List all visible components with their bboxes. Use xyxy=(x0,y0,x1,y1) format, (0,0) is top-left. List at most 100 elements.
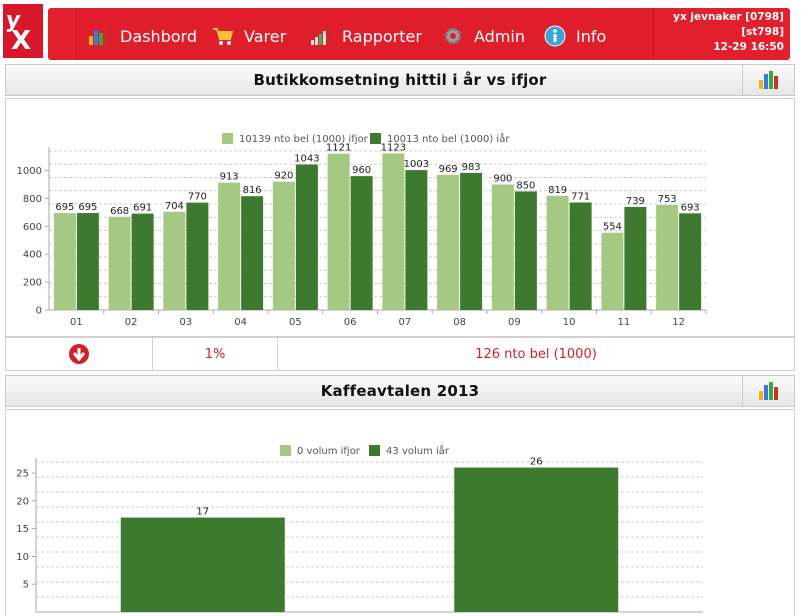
bar xyxy=(546,195,569,310)
main-nav: Dashbord Varer Rapporter Admin xyxy=(48,8,790,60)
data-label: 771 xyxy=(571,191,590,202)
y-tick-label: 1000 xyxy=(17,166,42,177)
data-label: 969 xyxy=(439,164,458,175)
bar xyxy=(382,153,405,310)
nav-label: Dashbord xyxy=(120,26,197,46)
data-label: 668 xyxy=(110,206,129,217)
data-label: 819 xyxy=(548,185,567,196)
percent-value: 1% xyxy=(204,346,226,362)
data-label: 17 xyxy=(196,507,209,518)
x-tick-label: 01 xyxy=(70,317,83,328)
data-label: 816 xyxy=(243,185,262,196)
bar xyxy=(405,170,428,310)
svg-text:y: y xyxy=(5,7,22,33)
data-label: 704 xyxy=(165,201,184,212)
bar xyxy=(460,172,483,310)
section1-chart-button[interactable] xyxy=(742,65,794,95)
bar xyxy=(186,202,209,310)
y-tick-label: 5 xyxy=(23,580,29,591)
bar xyxy=(350,176,373,310)
bar xyxy=(76,213,99,310)
bar xyxy=(679,213,702,310)
nav-item-dashbord[interactable]: Dashbord xyxy=(86,24,197,48)
x-tick-label: 11 xyxy=(618,317,631,328)
x-tick-label: 05 xyxy=(289,317,302,328)
x-tick-label: 03 xyxy=(180,317,193,328)
y-tick-label: 600 xyxy=(23,222,42,233)
legend-swatch xyxy=(369,445,380,456)
data-label: 850 xyxy=(516,180,535,191)
legend-label: 10139 nto bel (1000) ifjor xyxy=(239,134,369,145)
legend-swatch xyxy=(370,133,381,144)
y-tick-label: 200 xyxy=(23,278,42,289)
user-info: yx jevnaker [0798] [st798] 12-29 16:50 xyxy=(673,10,784,55)
bar xyxy=(514,191,537,310)
section2-title-bar: Kaffeavtalen 2013 xyxy=(5,375,795,407)
section2-chart: 0 volum ifjor 43 volum iår 5 10 15 20 25 17 26 xyxy=(16,444,703,613)
percent-cell: 1% xyxy=(153,338,277,370)
bar-chart-icon xyxy=(86,25,112,47)
x-tick-label: 06 xyxy=(344,317,357,328)
bar xyxy=(327,153,350,310)
x-tick-label: 08 xyxy=(453,317,466,328)
bar xyxy=(601,232,624,310)
bar xyxy=(295,164,318,310)
data-label: 739 xyxy=(626,196,645,207)
data-label: 920 xyxy=(274,171,293,182)
x-tick-label: 07 xyxy=(399,317,412,328)
data-label: 695 xyxy=(78,202,97,213)
x-tick-label: 04 xyxy=(234,317,247,328)
bar xyxy=(163,211,186,310)
down-arrow-icon xyxy=(69,344,89,364)
bar xyxy=(569,202,592,310)
station-label: [st798] xyxy=(741,26,784,38)
nav-label: Admin xyxy=(474,26,525,46)
nav-item-info[interactable]: Info xyxy=(542,24,606,48)
bar xyxy=(624,206,647,310)
bar-chart-icon xyxy=(758,71,778,89)
data-label: 691 xyxy=(133,203,152,214)
data-label: 1003 xyxy=(404,159,429,170)
data-label: 693 xyxy=(681,202,700,213)
nav-label: Varer xyxy=(244,26,287,46)
section2-chart-button[interactable] xyxy=(742,376,794,406)
yx-logo[interactable]: y X xyxy=(3,4,43,58)
bar-chart-icon xyxy=(758,382,778,400)
data-label: 1121 xyxy=(326,143,351,154)
nav-label: Rapporter xyxy=(342,26,422,46)
bar xyxy=(272,181,295,310)
header: y X Dashbord Varer xyxy=(0,0,802,62)
y-tick-label: 800 xyxy=(23,194,42,205)
bar xyxy=(454,467,619,612)
store-label: yx jevnaker [0798] xyxy=(673,11,784,23)
data-label: 1043 xyxy=(294,154,319,165)
nav-item-varer[interactable]: Varer xyxy=(210,24,286,48)
nav-label: Info xyxy=(576,26,607,46)
data-label: 983 xyxy=(462,162,481,173)
datetime-label: 12-29 16:50 xyxy=(713,41,784,53)
section1-chart: 10139 nto bel (1000) ifjor 10013 nto bel … xyxy=(17,132,707,328)
section1-title: Butikkomsetning hittil i år vs ifjor xyxy=(253,71,547,89)
bar xyxy=(218,182,241,310)
y-tick-label: 10 xyxy=(16,552,29,563)
data-label: 26 xyxy=(530,457,543,468)
data-label: 554 xyxy=(603,222,622,233)
gear-icon xyxy=(440,25,466,47)
section1-chart-panel: 10139 nto bel (1000) ifjor 10013 nto bel … xyxy=(5,98,795,337)
y-tick-label: 0 xyxy=(36,306,42,317)
bar xyxy=(437,174,460,310)
amount-value: 126 nto bel (1000) xyxy=(475,346,597,362)
y-tick-label: 20 xyxy=(16,496,29,507)
data-label: 960 xyxy=(352,165,371,176)
nav-item-admin[interactable]: Admin xyxy=(440,24,525,48)
legend-label: 10013 nto bel (1000) iår xyxy=(387,132,510,145)
y-tick-label: 15 xyxy=(16,524,29,535)
legend-swatch xyxy=(280,445,291,456)
divider xyxy=(152,338,153,370)
data-label: 900 xyxy=(493,173,512,184)
x-tick-label: 09 xyxy=(508,317,521,328)
amount-cell: 126 nto bel (1000) xyxy=(278,338,794,370)
bar xyxy=(108,216,131,310)
nav-item-rapporter[interactable]: Rapporter xyxy=(308,24,422,48)
bar xyxy=(120,517,285,612)
